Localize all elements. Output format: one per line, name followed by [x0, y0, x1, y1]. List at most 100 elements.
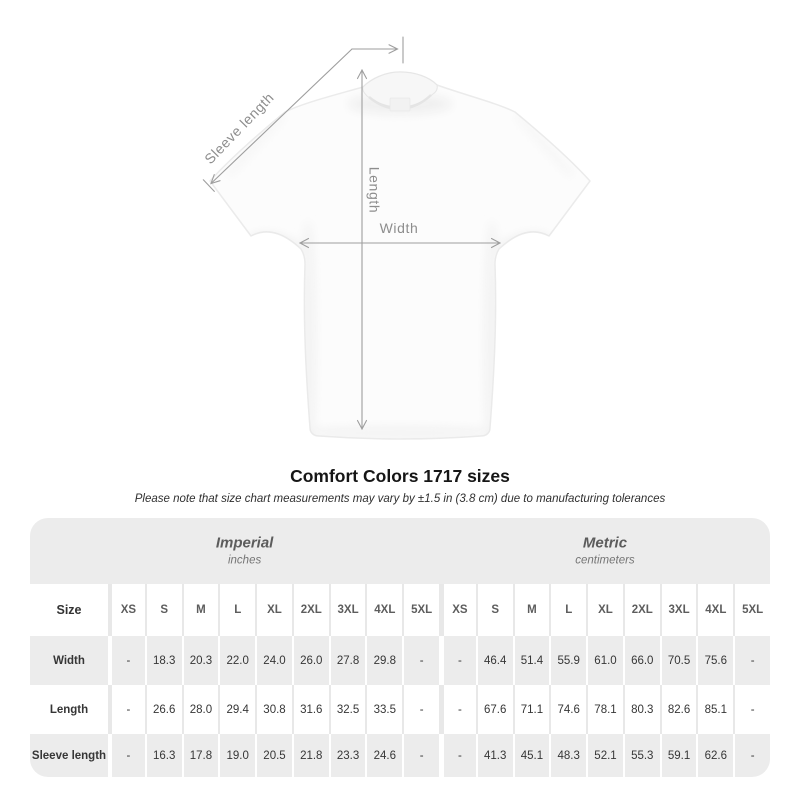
- table-cell: 62.6: [696, 734, 733, 777]
- width-measure-line: [298, 237, 502, 249]
- table-cell: 33.5: [365, 685, 402, 734]
- table-cell: 16.3: [144, 734, 182, 777]
- table-cell: 20.3: [181, 636, 219, 685]
- tshirt-body: [209, 71, 591, 440]
- table-row: Length -26.6 28.0 29.4 30.8 31.6 32.5 33.5- -67.…: [30, 685, 770, 734]
- table-cell: 24.6: [365, 734, 402, 777]
- row-label: Width: [53, 654, 85, 667]
- size-column-header: XS: [439, 584, 476, 636]
- metric-unit-label: centimeters: [575, 554, 635, 567]
- size-column-header: M: [512, 584, 550, 636]
- table-row: Width -18.3 20.3 22.0 24.0 26.0 27.8 29.8- -46.4…: [30, 636, 770, 685]
- table-cell: -: [402, 636, 439, 685]
- tshirt-measurement-diagram: Width Length Sleeve length: [201, 36, 591, 440]
- table-cell: -: [439, 636, 476, 685]
- table-cell: 48.3: [549, 734, 586, 777]
- table-cell: 20.5: [255, 734, 292, 777]
- size-column-header: L: [218, 584, 255, 636]
- size-column-header: 3XL: [328, 584, 366, 636]
- table-cell: -: [733, 734, 770, 777]
- table-cell: 21.8: [291, 734, 329, 777]
- imperial-label: Imperial: [215, 534, 274, 552]
- table-cell: 52.1: [586, 734, 623, 777]
- table-cell: -: [402, 734, 439, 777]
- table-cell: 22.0: [218, 636, 255, 685]
- size-column-header: 5XL: [402, 584, 439, 636]
- table-cell: 31.6: [291, 685, 329, 734]
- table-cell: 23.3: [328, 734, 366, 777]
- size-column-header: S: [475, 584, 513, 636]
- table-cell: 78.1: [586, 685, 623, 734]
- table-row: Sleeve length -16.3 17.8 19.0 20.5 21.8 23.3 24…: [30, 734, 770, 777]
- table-cell: 30.8: [255, 685, 292, 734]
- imperial-header: Imperial inches: [216, 534, 274, 566]
- imperial-unit-label: inches: [227, 554, 262, 567]
- table-cell: -: [733, 636, 770, 685]
- table-cell: 27.8: [328, 636, 366, 685]
- width-label: Width: [380, 220, 419, 236]
- table-cell: 46.4: [475, 636, 513, 685]
- table-rows: Width -18.3 20.3 22.0 24.0 26.0 27.8 29.8- -46.4…: [30, 636, 770, 777]
- table-cell: 75.6: [696, 636, 733, 685]
- size-column-header: 2XL: [622, 584, 660, 636]
- tshirt-collar: [362, 71, 438, 108]
- length-label: Length: [366, 167, 382, 213]
- metric-header: Metric centimeters: [575, 534, 634, 566]
- table-cell: -: [439, 685, 476, 734]
- table-cell: 26.0: [291, 636, 329, 685]
- size-column-header: 5XL: [733, 584, 770, 636]
- size-column-header: XL: [586, 584, 623, 636]
- table-cell: 59.1: [659, 734, 697, 777]
- size-chart-note: Please note that size chart measurements…: [134, 493, 666, 505]
- table-cell: 80.3: [622, 685, 660, 734]
- size-header-row: Size XS S M L XL 2XL 3XL 4XL 5XL XS S M L XL 2XL 3XL 4XL…: [30, 584, 770, 636]
- table-cell: -: [108, 734, 145, 777]
- table-cell: 24.0: [255, 636, 292, 685]
- table-cell: 66.0: [622, 636, 660, 685]
- size-column-header: 2XL: [291, 584, 329, 636]
- table-cell: 55.3: [622, 734, 660, 777]
- table-cell: 26.6: [144, 685, 182, 734]
- table-cell: 70.5: [659, 636, 697, 685]
- size-column-header: 4XL: [365, 584, 402, 636]
- size-column-header: M: [181, 584, 219, 636]
- table-cell: 19.0: [218, 734, 255, 777]
- size-column-header: L: [549, 584, 586, 636]
- table-cell: 71.1: [512, 685, 550, 734]
- row-label: Length: [49, 703, 89, 716]
- table-cell: 51.4: [512, 636, 550, 685]
- table-cell: 82.6: [659, 685, 697, 734]
- metric-label: Metric: [582, 534, 628, 552]
- table-cell: 29.4: [218, 685, 255, 734]
- table-cell: -: [108, 685, 145, 734]
- table-cell: 28.0: [181, 685, 219, 734]
- table-cell: 55.9: [549, 636, 586, 685]
- size-column-header: 3XL: [659, 584, 697, 636]
- table-cell: 41.3: [475, 734, 513, 777]
- unit-header-band: Imperial inches Metric centimeters: [30, 518, 770, 584]
- size-corner-label: Size: [56, 603, 82, 617]
- row-label: Sleeve length: [31, 749, 107, 762]
- table-cell: 29.8: [365, 636, 402, 685]
- table-cell: 17.8: [181, 734, 219, 777]
- table-cell: -: [108, 636, 145, 685]
- size-column-header: 4XL: [696, 584, 733, 636]
- table-cell: 67.6: [475, 685, 513, 734]
- size-table: Imperial inches Metric centimeters Size …: [30, 518, 770, 777]
- size-column-header: XS: [108, 584, 145, 636]
- table-cell: 74.6: [549, 685, 586, 734]
- table-cell: -: [733, 685, 770, 734]
- tshirt-diagram-svg: Width Length Sleeve length: [201, 36, 591, 440]
- table-cell: -: [402, 685, 439, 734]
- table-cell: 61.0: [586, 636, 623, 685]
- tshirt-neck-tag: [389, 97, 411, 112]
- table-cell: -: [439, 734, 476, 777]
- size-column-header: S: [144, 584, 182, 636]
- sleeve-measure-line: [202, 36, 404, 192]
- size-chart-title: Comfort Colors 1717 sizes: [290, 466, 510, 486]
- size-column-header: XL: [255, 584, 292, 636]
- table-cell: 85.1: [696, 685, 733, 734]
- table-cell: 32.5: [328, 685, 366, 734]
- table-cell: 45.1: [512, 734, 550, 777]
- table-cell: 18.3: [144, 636, 182, 685]
